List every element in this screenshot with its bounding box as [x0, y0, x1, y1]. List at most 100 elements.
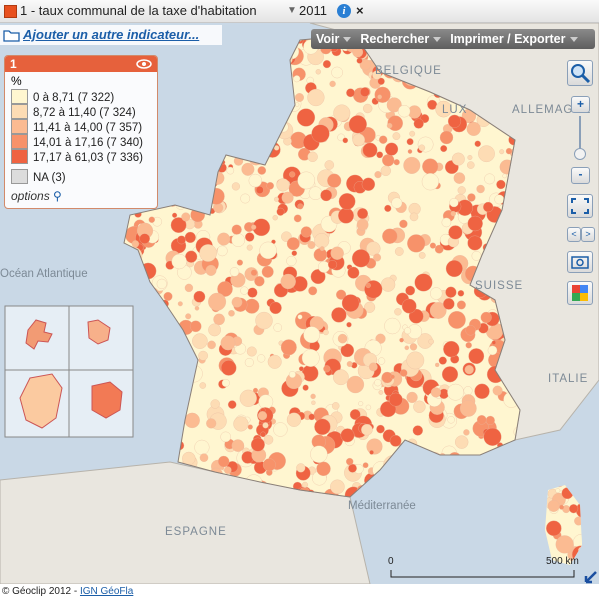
commune [307, 88, 325, 107]
commune [445, 286, 457, 298]
menu-search[interactable]: Rechercher [355, 29, 445, 49]
commune [315, 69, 321, 75]
zoom-in[interactable]: + [571, 96, 590, 113]
country-label: BELGIQUE [375, 65, 442, 77]
commune [177, 235, 186, 245]
commune [369, 450, 374, 455]
zoom-out[interactable]: - [571, 167, 590, 184]
commune [406, 138, 414, 146]
full-extent[interactable] [567, 194, 593, 218]
info-button[interactable]: i [337, 4, 351, 18]
commune [314, 418, 331, 435]
overseas-inset [4, 305, 134, 438]
commune [393, 159, 400, 166]
commune [323, 365, 331, 373]
commune [208, 292, 227, 311]
legend-swatch [11, 169, 28, 184]
commune [213, 313, 225, 326]
map[interactable]: BELGIQUE LUX ALLEMAGNE Océan Atlantique … [0, 23, 599, 584]
eye-pupil [142, 62, 146, 66]
commune [255, 186, 264, 194]
commune [365, 282, 371, 289]
eye-icon[interactable] [136, 58, 152, 70]
legend-swatch [11, 119, 28, 134]
commune [231, 224, 242, 235]
commune [233, 416, 249, 432]
commune [293, 214, 302, 223]
commune [418, 144, 426, 152]
commune [340, 428, 355, 443]
commune [192, 333, 208, 349]
close-button[interactable]: × [356, 3, 364, 18]
commune [307, 241, 316, 249]
commune [273, 323, 282, 332]
commune [347, 266, 360, 279]
menu-view[interactable]: Voir [311, 29, 355, 49]
commune [139, 233, 150, 244]
commune [295, 93, 304, 102]
zoom-box-button[interactable] [567, 60, 593, 86]
commune [407, 234, 426, 253]
legend-unit: % [11, 74, 22, 88]
commune [463, 429, 470, 436]
zoom-knob[interactable] [574, 148, 586, 160]
commune [447, 383, 464, 401]
commune [443, 340, 460, 358]
commune [422, 158, 439, 175]
commune [483, 201, 494, 213]
commune [274, 196, 279, 202]
commune [301, 349, 320, 367]
dropdown-arrow[interactable]: ▼ [287, 5, 297, 16]
wrench-icon[interactable]: ⚲ [53, 189, 62, 203]
commune [236, 259, 243, 266]
snapshot-button[interactable] [567, 251, 593, 273]
commune [459, 400, 477, 417]
commune [267, 354, 282, 369]
commune [405, 285, 416, 296]
menu-print-export[interactable]: Imprimer / Exporter [445, 29, 581, 49]
commune [259, 241, 277, 260]
pan-right[interactable]: > [581, 227, 595, 242]
martinique [87, 319, 111, 345]
commune [421, 173, 439, 191]
commune [263, 435, 274, 445]
commune [297, 203, 304, 210]
commune [251, 224, 257, 230]
map-labels: BELGIQUE LUX ALLEMAGNE Océan Atlantique … [0, 65, 590, 538]
commune [404, 327, 412, 335]
ign-link[interactable]: IGN GéoFla [79, 586, 134, 597]
add-indicator-link[interactable]: Ajouter un autre indicateur... [23, 27, 200, 42]
zoom-slider[interactable] [579, 116, 581, 160]
commune [398, 105, 411, 118]
commune [430, 387, 441, 398]
legend-row: 17,17 à 61,03 (7 336) [11, 149, 143, 164]
google-button[interactable] [567, 281, 593, 305]
commune [247, 424, 253, 430]
commune [286, 237, 300, 251]
year-select[interactable]: 2011 [299, 3, 327, 18]
resize-handle[interactable] [584, 571, 597, 584]
indicator-title[interactable]: 1 - taux communal de la taxe d'habitatio… [20, 3, 257, 18]
commune [231, 296, 243, 308]
options-text[interactable]: options [11, 189, 50, 203]
commune [374, 86, 391, 103]
toolbar: Voir Rechercher Imprimer / Exporter [311, 29, 595, 49]
commune [346, 375, 365, 394]
commune [298, 366, 304, 372]
commune [505, 147, 513, 155]
commune [288, 371, 296, 378]
commune [302, 481, 308, 488]
commune [171, 253, 187, 270]
commune [547, 499, 560, 512]
commune [182, 451, 196, 466]
commune [404, 345, 410, 351]
legend-options[interactable]: options ⚲ [11, 189, 62, 203]
commune [474, 140, 481, 147]
indicator-icon [4, 5, 17, 18]
pan-left[interactable]: < [567, 227, 581, 242]
commune [386, 122, 393, 129]
commune [189, 320, 202, 333]
commune [412, 425, 423, 436]
commune [148, 216, 155, 223]
